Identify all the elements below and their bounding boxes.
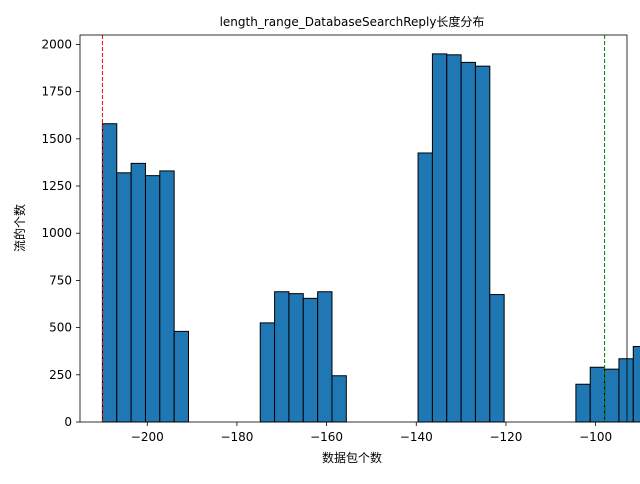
y-tick-label: 250 [49, 368, 72, 382]
histogram-bar [159, 170, 175, 423]
histogram-bar [302, 297, 319, 423]
y-tick-label: 0 [64, 415, 72, 429]
histogram-bar [575, 383, 591, 423]
histogram-bar [331, 375, 347, 423]
histogram-bar [173, 330, 190, 423]
y-tick-label: 1500 [41, 132, 72, 146]
y-tick-label: 500 [49, 321, 72, 335]
y-axis-label: 流的个数 [12, 204, 27, 252]
histogram-bar [130, 162, 146, 423]
histogram-bar [460, 61, 476, 423]
histogram-bar [144, 175, 161, 423]
x-tick-label: −200 [131, 430, 164, 444]
y-tick-label: 750 [49, 273, 72, 287]
histogram-bar [618, 358, 634, 423]
histogram-bar [259, 322, 276, 423]
x-axis-label: 数据包个数 [322, 450, 382, 465]
y-tick-label: 2000 [41, 37, 72, 51]
histogram-bar [274, 291, 290, 423]
y-tick-label: 1750 [41, 85, 72, 99]
histogram-bar [589, 366, 606, 423]
histogram-bar [101, 123, 118, 423]
x-tick-label: −140 [400, 430, 433, 444]
y-tick-label: 1000 [41, 226, 72, 240]
histogram-bar [489, 294, 505, 423]
histogram-bar [632, 345, 640, 423]
chart-title: length_range_DatabaseSearchReply长度分布 [220, 14, 485, 29]
x-axis-ticks: −200 −180 −160 −140 −120 −100 [131, 422, 612, 444]
histogram-bar [288, 293, 304, 423]
histogram-bar [417, 152, 433, 423]
histogram-bar [116, 172, 132, 423]
histogram-bar [604, 368, 620, 423]
histogram-bar [431, 53, 448, 423]
histogram-bar [317, 291, 333, 423]
plot-frame [79, 34, 628, 423]
x-tick-label: −180 [220, 430, 253, 444]
bars-layer [101, 53, 640, 423]
y-tick-label: 1250 [41, 179, 72, 193]
x-tick-label: −100 [579, 430, 612, 444]
x-tick-label: −160 [310, 430, 343, 444]
histogram-bar [474, 65, 491, 423]
y-axis-ticks: 0 250 500 750 1000 1250 1500 1750 2000 [41, 37, 80, 429]
reference-lines-layer [101, 35, 606, 422]
histogram-bar [446, 54, 462, 423]
x-tick-label: −120 [489, 430, 522, 444]
